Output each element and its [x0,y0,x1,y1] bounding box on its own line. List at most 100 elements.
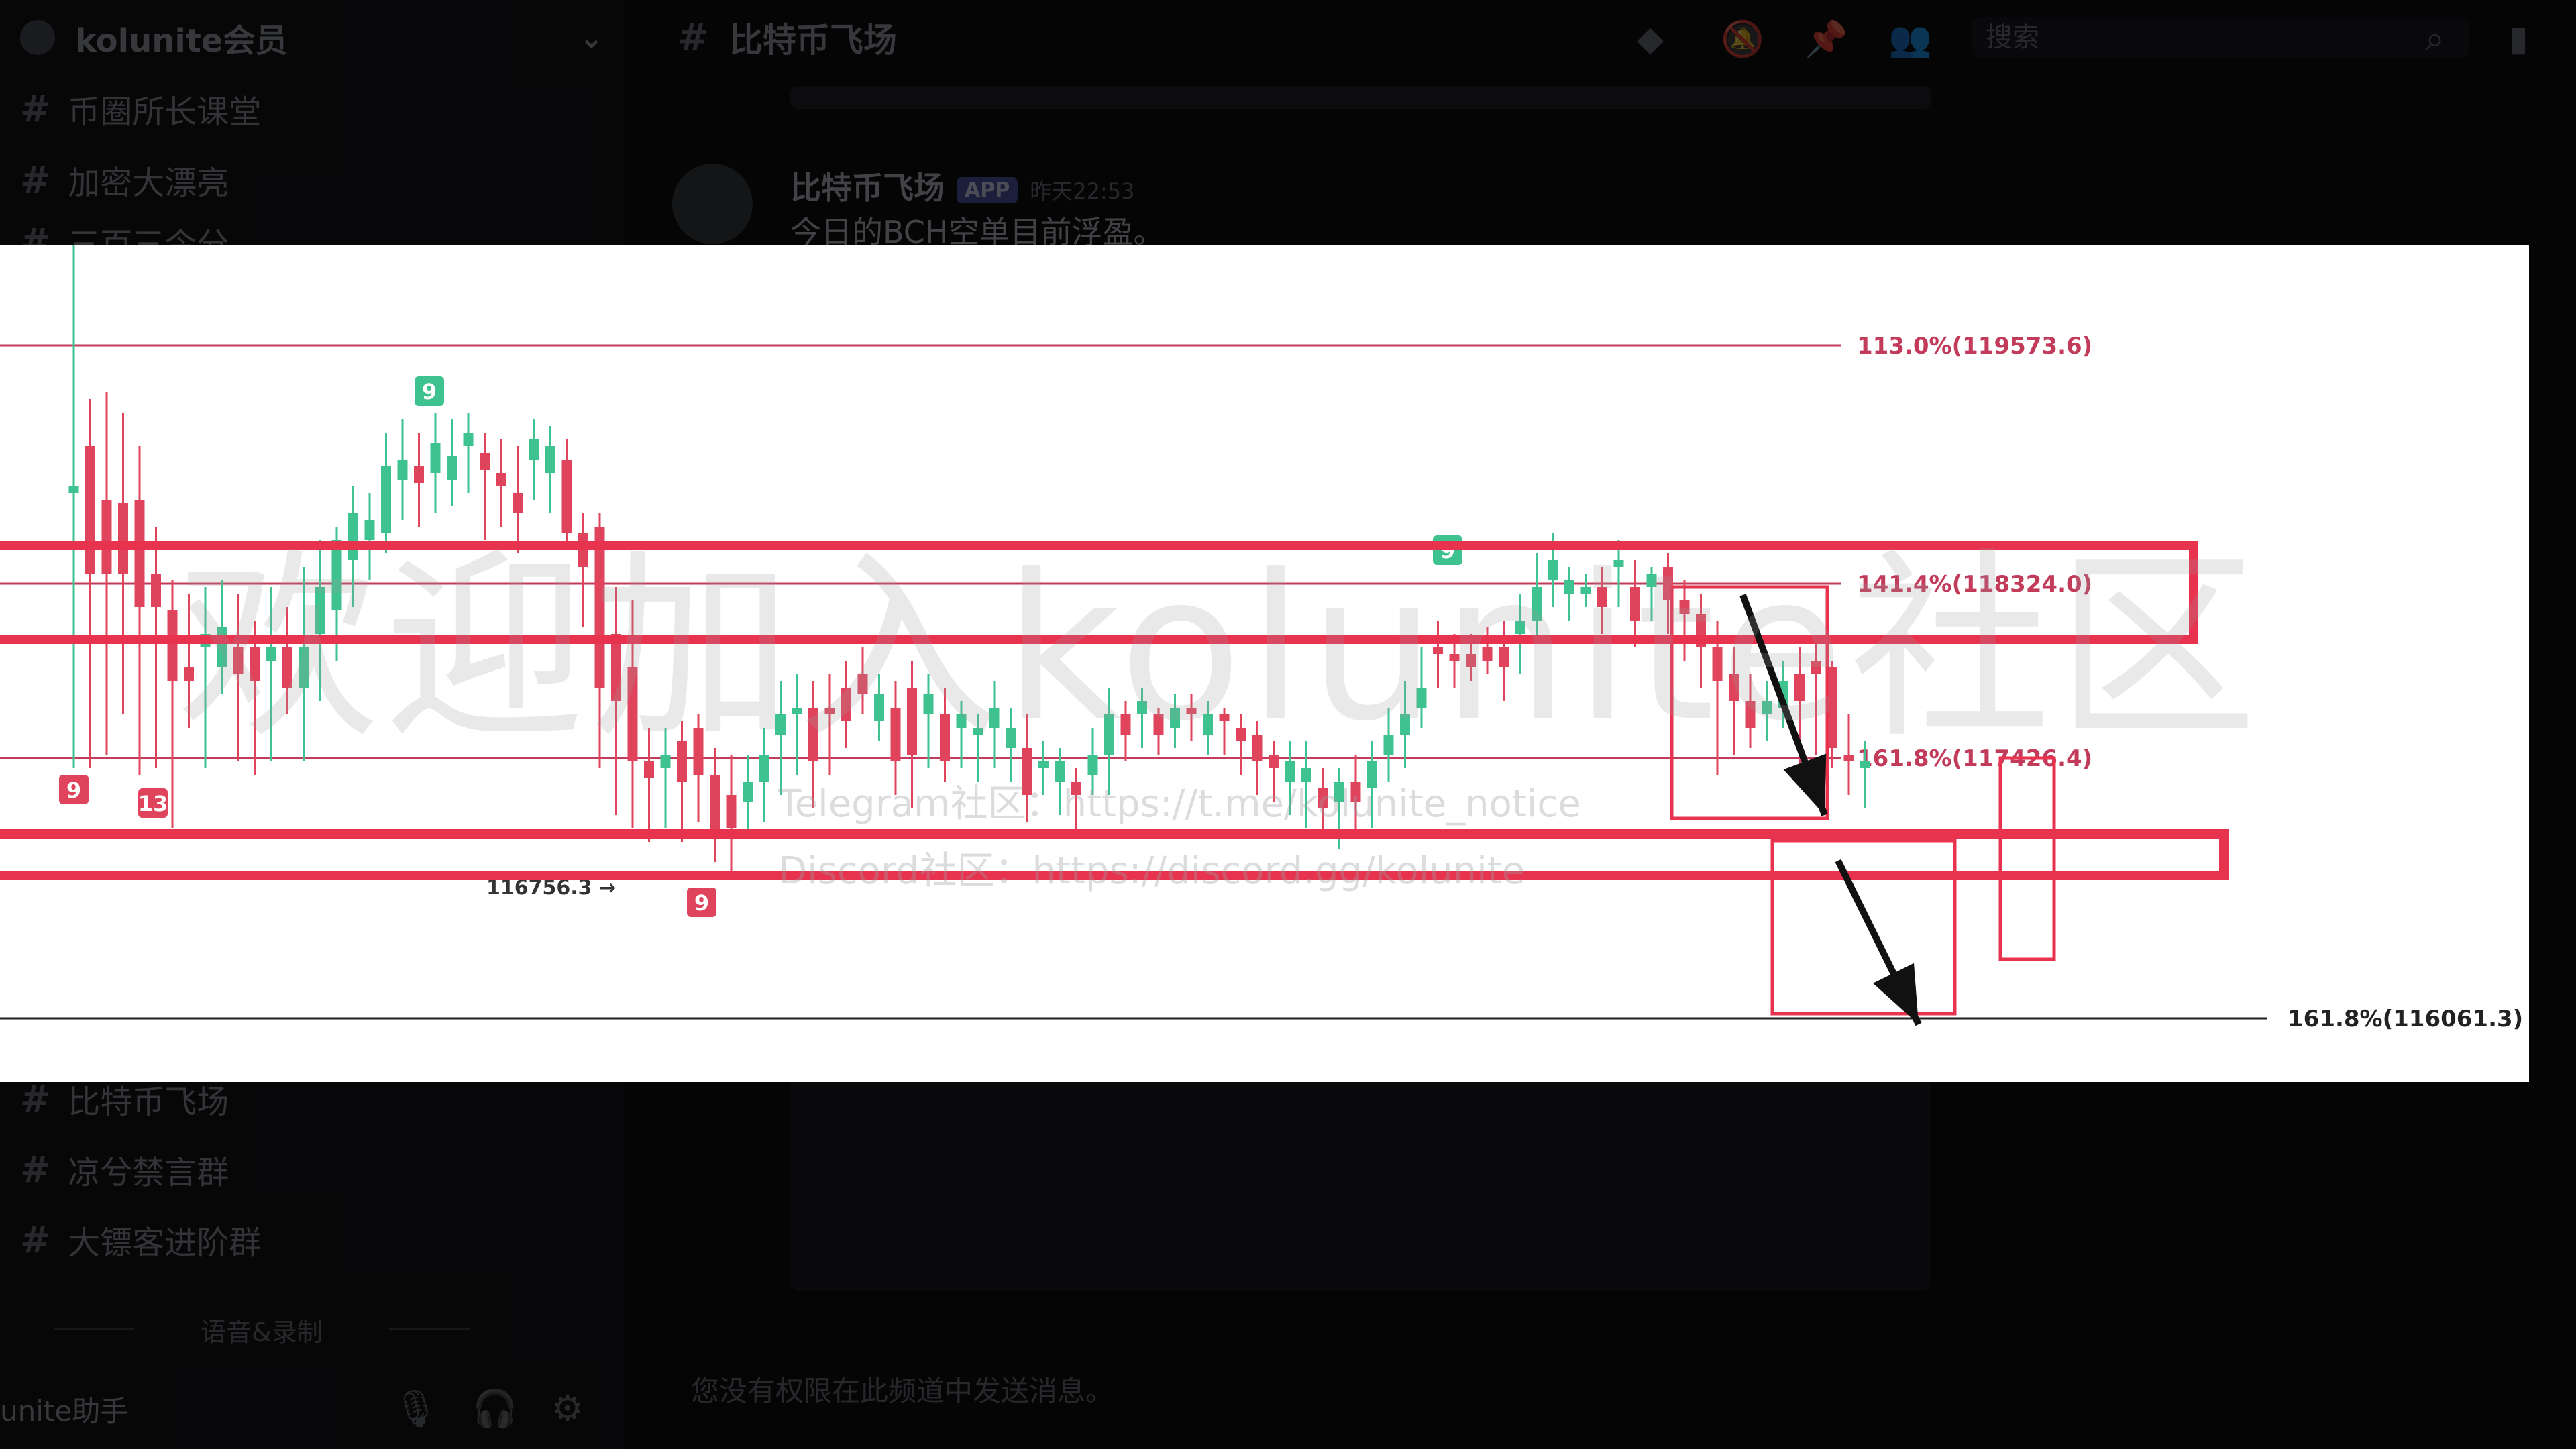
candle-body [1400,714,1410,735]
channel-header: # 比特币飞场 [624,0,2576,75]
candle-body [1186,708,1197,714]
candle-body [907,688,917,755]
candle-body [710,775,720,835]
chart-image-overlay: 113.0%(119573.6) 141.4%(118324.0) 161.8%(1… [0,245,2529,1082]
hash-icon: # [20,1077,51,1120]
candle-body [594,527,605,688]
candle-body [1433,647,1443,654]
sequential-count-badge [415,376,444,406]
candle-body [660,755,671,768]
sidebar-channel[interactable]: # 币圈所长课堂 [20,87,262,131]
candle-body [1350,782,1361,802]
microphone-icon[interactable]: 🎙 [392,1387,439,1430]
candle-body [1153,714,1164,735]
highlight-box [1670,585,1829,820]
candle-body [841,688,851,721]
bookmark-icon[interactable]: ▮ [2509,19,2528,59]
watermark-telegram: Telegram社区：https://t.me/kolunite_notice [777,782,1581,826]
candlestick-chart: 113.0%(119573.6) 141.4%(118324.0) 161.8%(1… [0,245,2523,1032]
candle-body [1236,728,1246,741]
candle-body [1466,654,1476,667]
candle-body [397,460,408,480]
candle-body [1630,587,1640,621]
highlight-box [0,829,2229,880]
candle-body [167,610,178,681]
chevron-down-icon[interactable]: ⌄ [579,20,604,55]
candle-body [1449,654,1460,661]
candle-body [1137,701,1147,714]
candle-body [1580,587,1591,594]
candle-body [1548,560,1558,580]
candle-body [792,708,802,714]
server-icon [20,20,55,55]
candle-body [1515,621,1525,634]
candle-body [693,728,704,775]
sidebar-channel[interactable]: # 加密大漂亮 [20,158,229,203]
candle-body [463,433,474,446]
candle-body [545,446,555,473]
server-header[interactable]: kolunite会员 ⌄ [0,0,624,75]
candle-body [250,647,260,681]
candle-body [1252,735,1263,761]
message-timestamp: 昨天22:53 [1030,178,1135,204]
voice-divider: 语音&录制 [54,1311,470,1348]
candle-body [775,714,786,735]
gear-icon[interactable]: ⚙ [551,1387,584,1430]
candle-body [824,708,835,714]
sequential-count-badge [687,888,716,917]
candle-body [1285,761,1295,782]
candle-body [282,647,292,688]
sequential-count-badge [138,788,168,818]
search-icon[interactable]: ⌕ [2425,19,2445,59]
candle-body [759,755,769,782]
message-author[interactable]: 比特币飞场 APP 昨天22:53 [790,170,1135,206]
candle-body [68,486,79,493]
sidebar-channel[interactable]: # 凉兮禁言群 [20,1148,229,1192]
headphones-icon[interactable]: 🎧 [472,1387,518,1430]
threads-icon[interactable]: ◆ [1637,19,1664,59]
candle-body [1646,574,1657,587]
candle-body [447,456,457,480]
candle-body [1087,755,1098,775]
candle-body [151,574,161,607]
candle-body [1269,755,1279,768]
candle-body [1679,600,1690,614]
candle-body [331,540,342,610]
no-permission-notice: 您没有权限在此频道中发送消息。 [691,1375,1114,1407]
candle-body [627,667,638,761]
user-panel: unite助手 🎙 🎧 ⚙ [0,1368,624,1449]
sequential-count-label: 13 [138,791,168,816]
mute-icon[interactable]: 🔕 [1721,19,1764,60]
candle-body [1367,761,1377,788]
candle-body [808,708,818,761]
candle-body [118,503,128,574]
candle-body [1712,647,1723,681]
arrow-head [1783,753,1827,815]
candle-body [1120,714,1131,735]
candle-body [940,714,950,761]
candle-body [874,694,884,721]
candle-body [1071,782,1081,795]
pin-icon[interactable]: 📌 [1805,19,1848,60]
candle-body [956,714,967,728]
candle-body [1613,560,1624,567]
app-badge: APP [957,177,1018,203]
sequential-count-label: 9 [66,777,81,803]
candle-body [1597,587,1607,607]
candle-body [1729,674,1739,701]
members-icon[interactable]: 👥 [1888,19,1932,60]
candle-body [1860,761,1870,768]
candle-body [1203,714,1213,735]
sidebar-channel[interactable]: # 比特币飞场 [20,1077,229,1122]
candle-body [1219,714,1230,721]
fib-level-label: 141.4%(118324.0) [1857,571,2092,598]
message-text: 今日的BCH空单目前浮盈。 [790,214,1165,250]
candle-body [184,667,194,681]
message-attachment-image[interactable] [790,1073,1931,1291]
avatar[interactable] [672,164,753,244]
search-input[interactable]: 搜索 [1972,17,2469,58]
hash-icon: # [678,15,709,60]
sidebar-channel[interactable]: # 大镖客进阶群 [20,1218,262,1263]
candle-body [726,795,737,828]
candle-body [561,460,572,533]
